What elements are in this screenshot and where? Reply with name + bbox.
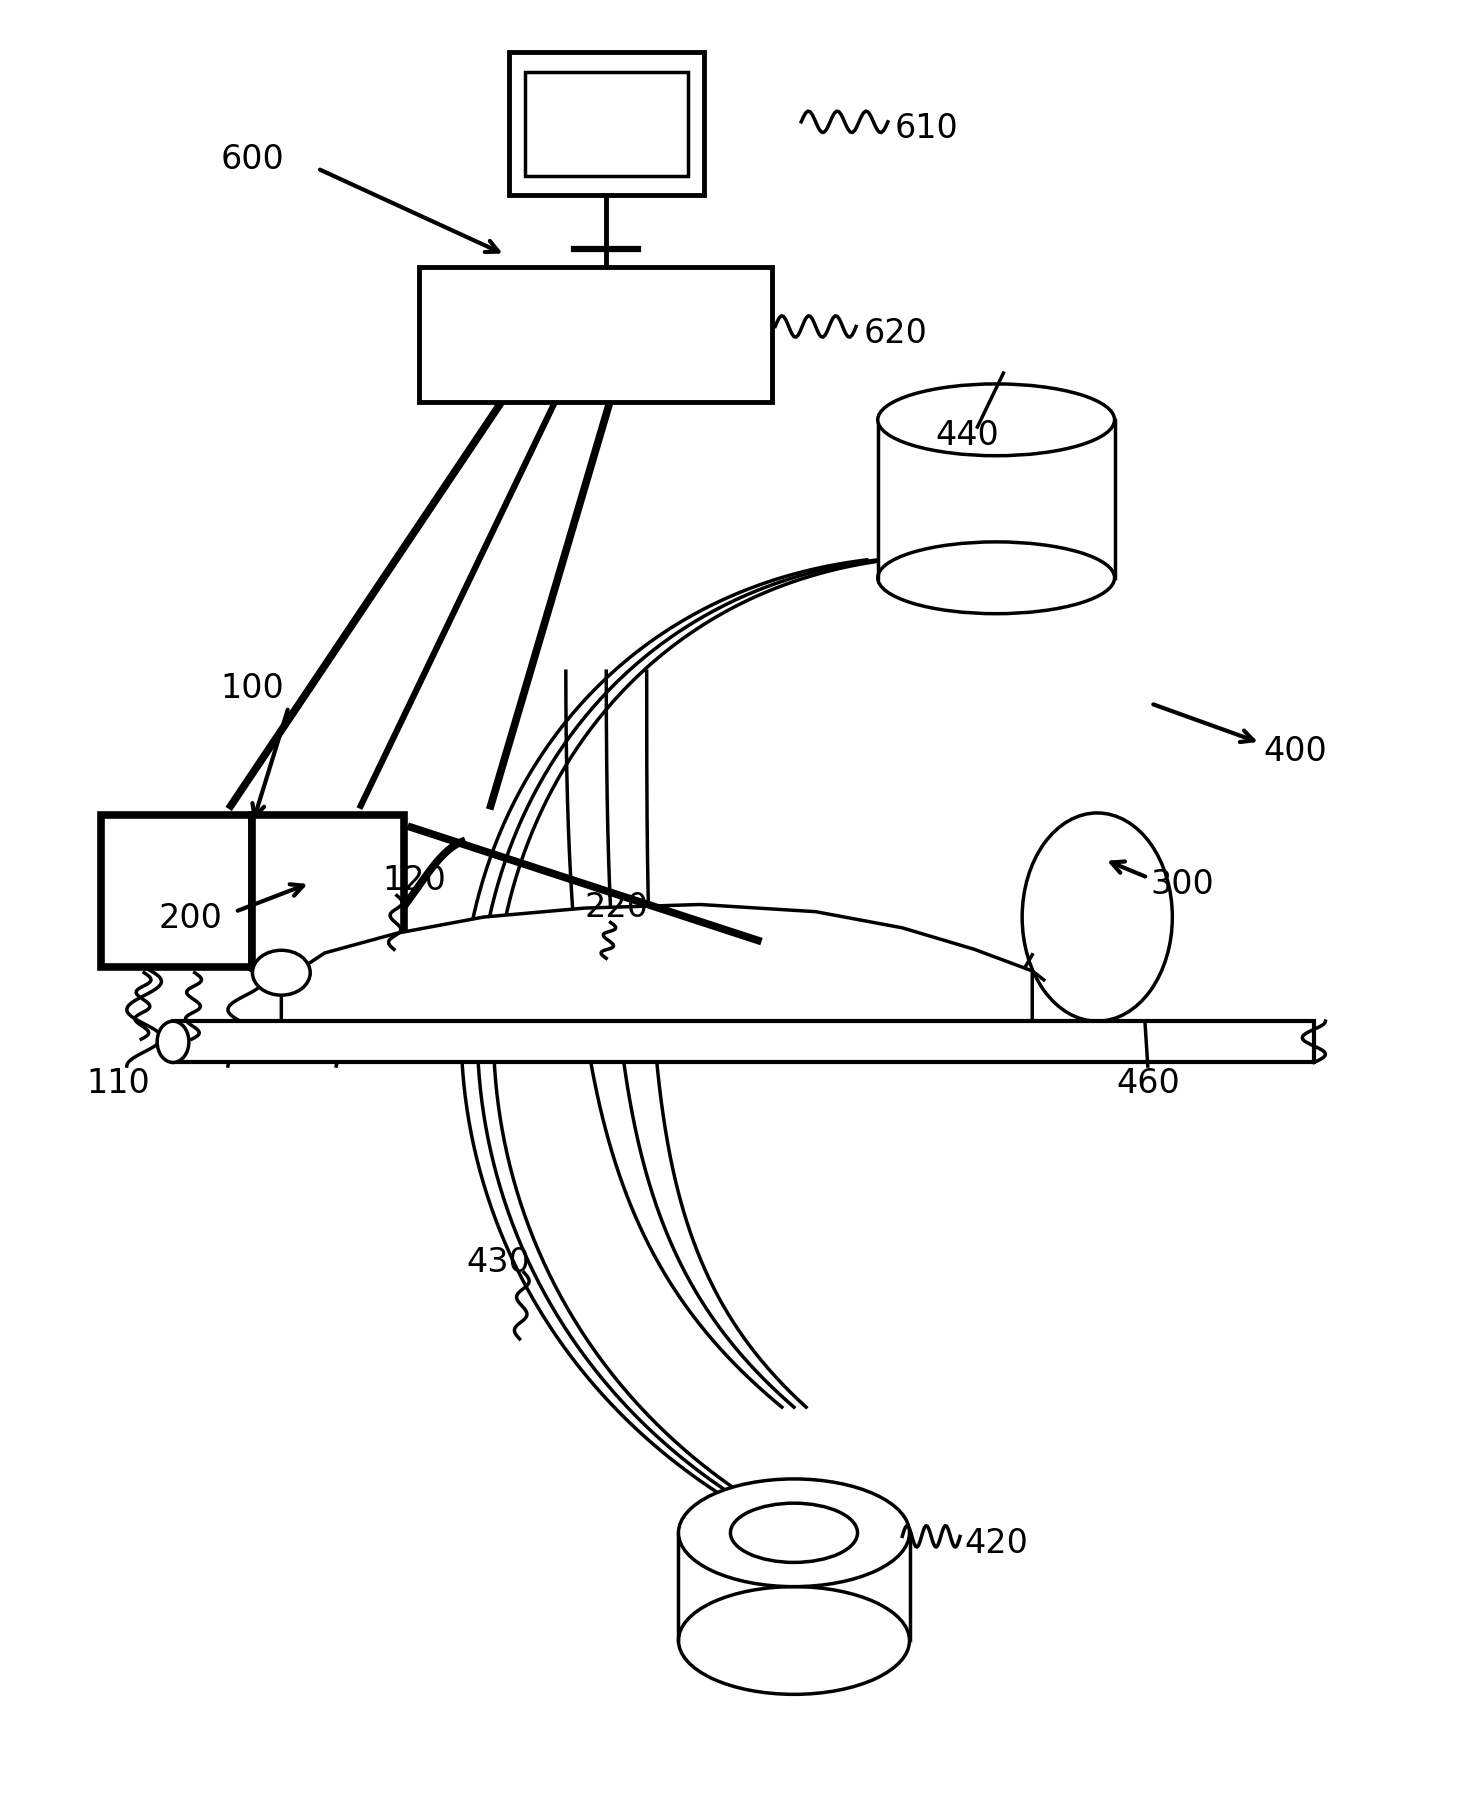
Bar bbox=[678, 1532, 910, 1641]
Text: 110: 110 bbox=[86, 1067, 150, 1100]
Text: 600: 600 bbox=[220, 143, 284, 175]
Text: 200: 200 bbox=[159, 903, 223, 935]
Text: 440: 440 bbox=[936, 420, 999, 452]
Polygon shape bbox=[281, 904, 1032, 1022]
Text: 430: 430 bbox=[467, 1246, 529, 1279]
Text: 610: 610 bbox=[895, 112, 959, 145]
Text: 460: 460 bbox=[1115, 1067, 1180, 1100]
Bar bbox=[418, 268, 773, 402]
Bar bbox=[101, 814, 252, 968]
Ellipse shape bbox=[730, 1503, 857, 1563]
Ellipse shape bbox=[878, 384, 1114, 456]
Ellipse shape bbox=[678, 1480, 910, 1586]
Text: 220: 220 bbox=[585, 892, 649, 924]
Ellipse shape bbox=[252, 950, 311, 995]
Ellipse shape bbox=[157, 1022, 190, 1062]
Ellipse shape bbox=[878, 543, 1114, 613]
Bar bbox=[252, 814, 404, 968]
Text: 100: 100 bbox=[220, 673, 284, 706]
Text: 620: 620 bbox=[863, 317, 927, 349]
Bar bbox=[174, 1022, 1314, 1062]
Text: 420: 420 bbox=[964, 1527, 1028, 1559]
Bar bbox=[525, 72, 688, 175]
Text: 120: 120 bbox=[382, 865, 446, 897]
Ellipse shape bbox=[678, 1586, 910, 1695]
Ellipse shape bbox=[1022, 812, 1172, 1022]
Text: 400: 400 bbox=[1263, 734, 1327, 767]
Text: 300: 300 bbox=[1150, 868, 1215, 901]
Bar bbox=[878, 420, 1114, 577]
Bar bbox=[509, 52, 704, 195]
